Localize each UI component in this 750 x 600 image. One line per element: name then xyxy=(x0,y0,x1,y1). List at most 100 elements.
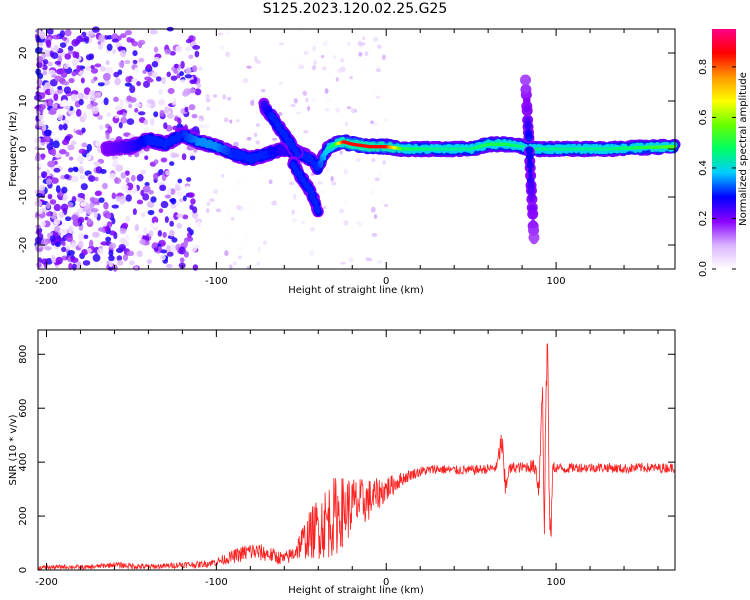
noise-speck xyxy=(160,249,168,254)
noise-speck xyxy=(107,125,113,134)
noise-speck xyxy=(62,123,68,131)
noise-speck xyxy=(68,156,74,161)
noise-speck xyxy=(348,256,354,263)
noise-speck xyxy=(170,75,178,81)
noise-speck xyxy=(51,254,56,263)
noise-speck xyxy=(179,257,185,263)
noise-speck xyxy=(330,176,334,182)
noise-speck xyxy=(46,28,54,35)
noise-speck xyxy=(54,225,61,233)
noise-speck xyxy=(146,200,155,208)
noise-speck xyxy=(173,212,179,220)
noise-speck xyxy=(255,123,261,127)
noise-speck xyxy=(230,216,235,221)
noise-speck xyxy=(186,227,192,233)
noise-speck xyxy=(177,118,182,125)
noise-speck xyxy=(47,160,56,168)
noise-speck xyxy=(364,51,369,57)
noise-speck xyxy=(155,35,160,42)
noise-speck xyxy=(99,124,104,130)
noise-speck xyxy=(355,220,361,225)
noise-speck xyxy=(112,264,118,272)
noise-speck xyxy=(71,38,79,47)
noise-speck xyxy=(61,186,68,194)
noise-speck xyxy=(138,42,143,49)
noise-speck xyxy=(102,72,111,81)
noise-speck xyxy=(115,105,123,111)
noise-speck xyxy=(153,221,158,229)
noise-speck xyxy=(53,167,61,173)
noise-speck xyxy=(372,36,379,42)
noise-speck xyxy=(158,100,166,106)
noise-speck xyxy=(355,153,359,159)
noise-speck xyxy=(312,65,317,71)
noise-speck xyxy=(108,265,114,271)
noise-speck xyxy=(151,216,159,224)
noise-speck xyxy=(278,112,283,116)
noise-speck xyxy=(119,98,124,107)
noise-speck xyxy=(184,106,189,113)
noise-speck xyxy=(236,119,240,123)
noise-speck xyxy=(205,207,210,214)
noise-speck xyxy=(289,181,294,186)
noise-speck xyxy=(61,139,70,146)
noise-speck xyxy=(45,202,51,209)
noise-speck xyxy=(92,253,101,262)
noise-speck xyxy=(248,204,254,211)
noise-speck xyxy=(373,214,378,219)
noise-speck xyxy=(125,215,131,223)
noise-speck xyxy=(126,118,135,125)
noise-speck xyxy=(183,239,189,248)
noise-speck xyxy=(94,63,102,68)
noise-speck xyxy=(124,234,130,242)
noise-speck xyxy=(369,258,373,262)
noise-speck xyxy=(81,248,88,256)
noise-speck xyxy=(52,34,61,40)
noise-speck xyxy=(97,114,103,120)
noise-speck xyxy=(175,45,183,53)
noise-speck xyxy=(46,143,54,151)
noise-speck xyxy=(72,50,77,59)
noise-speck xyxy=(185,185,190,192)
noise-speck xyxy=(215,166,221,171)
noise-speck xyxy=(132,50,138,57)
noise-speck xyxy=(142,193,150,201)
noise-speck xyxy=(354,108,358,113)
noise-speck xyxy=(212,107,219,114)
noise-speck xyxy=(343,198,348,204)
noise-speck xyxy=(380,199,386,203)
noise-speck xyxy=(255,59,262,64)
noise-speck xyxy=(40,220,46,227)
noise-speck xyxy=(160,200,169,209)
noise-speck xyxy=(51,131,56,137)
noise-speck xyxy=(77,216,85,224)
noise-speck xyxy=(260,88,266,93)
noise-speck xyxy=(144,155,149,160)
noise-speck xyxy=(370,120,375,125)
page-title: S125.2023.120.02.25.G25 xyxy=(262,1,448,17)
noise-speck xyxy=(88,175,96,183)
noise-speck xyxy=(108,173,117,180)
noise-speck xyxy=(343,220,349,226)
noise-speck xyxy=(112,158,119,165)
noise-speck xyxy=(375,65,381,70)
noise-speck xyxy=(55,185,61,193)
noise-speck xyxy=(164,48,172,55)
noise-speck xyxy=(47,61,53,67)
noise-speck xyxy=(173,63,179,69)
noise-speck xyxy=(169,244,177,253)
noise-speck xyxy=(59,30,66,38)
noise-speck xyxy=(206,106,211,111)
noise-speck xyxy=(111,217,116,225)
noise-speck xyxy=(122,112,127,118)
noise-speck xyxy=(164,216,169,224)
noise-speck xyxy=(65,151,70,157)
noise-speck xyxy=(168,183,175,190)
noise-speck xyxy=(271,200,278,206)
noise-speck xyxy=(213,188,219,195)
noise-speck xyxy=(312,41,318,47)
noise-speck xyxy=(169,229,175,237)
noise-speck xyxy=(106,35,113,40)
noise-speck xyxy=(309,226,315,232)
noise-speck xyxy=(121,222,129,229)
